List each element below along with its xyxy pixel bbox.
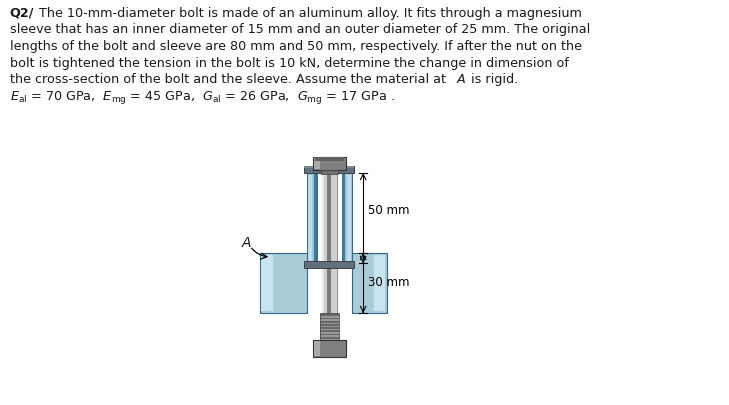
Text: $E_{\mathregular{al}}$ = 70 GPa,  $E_{\mathregular{mg}}$ = 45 GPa,  $G_{\mathreg: $E_{\mathregular{al}}$ = 70 GPa, $E_{\ma… xyxy=(9,90,394,107)
Polygon shape xyxy=(319,313,339,314)
Polygon shape xyxy=(319,316,339,318)
Polygon shape xyxy=(319,320,339,321)
Polygon shape xyxy=(319,342,339,343)
Text: 50 mm: 50 mm xyxy=(368,203,410,217)
Polygon shape xyxy=(313,157,346,170)
Polygon shape xyxy=(342,173,345,263)
Polygon shape xyxy=(327,173,331,345)
Polygon shape xyxy=(319,334,339,335)
Polygon shape xyxy=(319,326,339,327)
Text: The 10-mm-diameter bolt is made of an aluminum alloy. It fits through a magnesiu: The 10-mm-diameter bolt is made of an al… xyxy=(35,7,582,20)
Polygon shape xyxy=(304,166,354,173)
Polygon shape xyxy=(319,330,339,332)
Polygon shape xyxy=(313,158,319,169)
Text: Q2/: Q2/ xyxy=(9,7,34,20)
Text: A: A xyxy=(242,236,252,250)
Polygon shape xyxy=(319,323,339,324)
Text: lengths of the bolt and sleeve are 80 mm and 50 mm, respectively. If after the n: lengths of the bolt and sleeve are 80 mm… xyxy=(9,40,582,53)
Polygon shape xyxy=(304,166,354,168)
Polygon shape xyxy=(313,341,319,356)
Text: 30 mm: 30 mm xyxy=(368,277,410,290)
Polygon shape xyxy=(319,318,339,320)
Polygon shape xyxy=(315,157,344,161)
Polygon shape xyxy=(319,332,339,334)
Text: is rigid.: is rigid. xyxy=(467,73,518,86)
Polygon shape xyxy=(319,324,339,326)
Text: the cross-section of the bolt and the sleeve. Assume the material at: the cross-section of the bolt and the sl… xyxy=(9,73,450,86)
Polygon shape xyxy=(260,253,307,313)
Polygon shape xyxy=(319,321,339,323)
Polygon shape xyxy=(307,173,316,263)
Polygon shape xyxy=(304,261,354,268)
Polygon shape xyxy=(319,337,339,339)
Polygon shape xyxy=(319,343,339,345)
Polygon shape xyxy=(322,175,324,343)
Polygon shape xyxy=(319,339,339,340)
Polygon shape xyxy=(321,173,337,345)
Polygon shape xyxy=(351,253,387,313)
Polygon shape xyxy=(321,170,338,174)
Polygon shape xyxy=(319,335,339,337)
Polygon shape xyxy=(319,327,339,329)
Polygon shape xyxy=(319,329,339,330)
Polygon shape xyxy=(347,175,351,261)
Polygon shape xyxy=(374,255,386,311)
Polygon shape xyxy=(308,175,312,261)
Polygon shape xyxy=(342,173,351,263)
Polygon shape xyxy=(319,314,339,316)
Polygon shape xyxy=(313,340,346,357)
Polygon shape xyxy=(319,340,339,342)
Text: A: A xyxy=(457,73,466,86)
Text: sleeve that has an inner diameter of 15 mm and an outer diameter of 25 mm. The o: sleeve that has an inner diameter of 15 … xyxy=(9,23,590,36)
Text: bolt is tightened the tension in the bolt is 10 kN, determine the change in dime: bolt is tightened the tension in the bol… xyxy=(9,57,569,70)
Polygon shape xyxy=(262,255,273,311)
Polygon shape xyxy=(313,173,316,263)
